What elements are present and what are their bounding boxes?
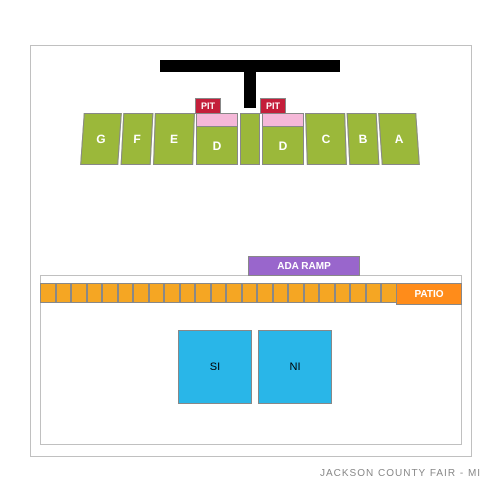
- infield-NI[interactable]: NI: [258, 330, 332, 404]
- section-G[interactable]: G: [80, 113, 122, 165]
- track-segment[interactable]: [40, 283, 56, 303]
- track-segment[interactable]: [180, 283, 196, 303]
- venue-title: JACKSON COUNTY FAIR - MI: [320, 468, 481, 479]
- track-segment[interactable]: [87, 283, 103, 303]
- section-E[interactable]: E: [153, 113, 195, 165]
- stage-vertical: [244, 60, 256, 108]
- track-segment[interactable]: [56, 283, 72, 303]
- section-B[interactable]: B: [347, 113, 380, 165]
- pink-section-1[interactable]: [262, 113, 304, 127]
- track-segment[interactable]: [319, 283, 335, 303]
- track-segment[interactable]: [211, 283, 227, 303]
- section-D[interactable]: D: [196, 126, 238, 165]
- section-D[interactable]: D: [262, 126, 304, 165]
- infield-SI[interactable]: SI: [178, 330, 252, 404]
- track-segment[interactable]: [118, 283, 134, 303]
- pit-0[interactable]: PIT: [195, 98, 221, 114]
- patio[interactable]: PATIO: [396, 283, 462, 305]
- track-segment[interactable]: [350, 283, 366, 303]
- track-segment[interactable]: [226, 283, 242, 303]
- section-A[interactable]: A: [378, 113, 420, 165]
- track-segment[interactable]: [102, 283, 118, 303]
- track-segment[interactable]: [288, 283, 304, 303]
- pink-section-0[interactable]: [196, 113, 238, 127]
- track-segment[interactable]: [133, 283, 149, 303]
- track-segment[interactable]: [273, 283, 289, 303]
- track-segment[interactable]: [381, 283, 397, 303]
- track-segment[interactable]: [304, 283, 320, 303]
- section-C[interactable]: C: [305, 113, 347, 165]
- track-segment[interactable]: [149, 283, 165, 303]
- track-segment[interactable]: [242, 283, 258, 303]
- track-segment[interactable]: [335, 283, 351, 303]
- track-segment[interactable]: [366, 283, 382, 303]
- track-segment[interactable]: [257, 283, 273, 303]
- ada-ramp[interactable]: ADA RAMP: [248, 256, 360, 276]
- section-F[interactable]: F: [121, 113, 154, 165]
- track-segment[interactable]: [195, 283, 211, 303]
- track-segment[interactable]: [71, 283, 87, 303]
- section-4[interactable]: [240, 113, 260, 165]
- pit-1[interactable]: PIT: [260, 98, 286, 114]
- track-segment[interactable]: [164, 283, 180, 303]
